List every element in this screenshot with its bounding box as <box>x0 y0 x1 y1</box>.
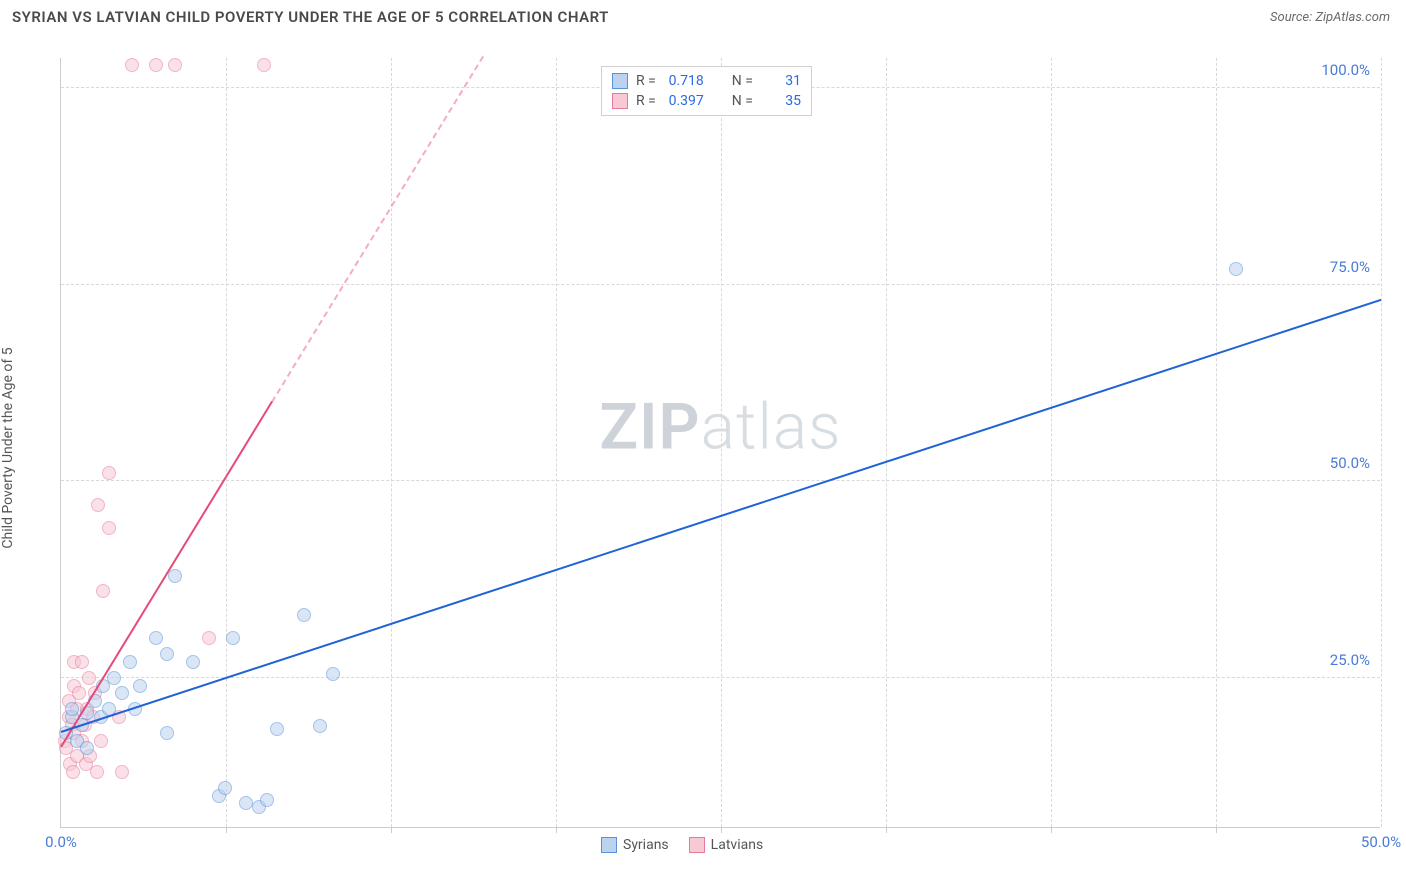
legend-label-latvians: Latvians <box>711 837 764 853</box>
data-point-latvians <box>125 58 139 72</box>
data-point-syrians <box>260 793 274 807</box>
data-point-syrians <box>107 671 121 685</box>
chart-container: Child Poverty Under the Age of 5 ZIPatla… <box>12 38 1394 858</box>
data-point-latvians <box>168 58 182 72</box>
grid-v <box>886 58 887 827</box>
stats-legend: R = 0.718 N = 31 R = 0.397 N = 35 <box>601 66 812 116</box>
y-axis-label: Child Poverty Under the Age of 5 <box>0 347 16 548</box>
x-tick-mark <box>886 827 887 833</box>
x-tick-label: 0.0% <box>45 833 77 851</box>
y-tick-label: 100.0% <box>1321 61 1370 79</box>
data-point-latvians <box>115 765 129 779</box>
data-point-syrians <box>218 781 232 795</box>
data-point-latvians <box>102 466 116 480</box>
data-point-latvians <box>91 498 105 512</box>
x-tick-mark <box>556 827 557 833</box>
data-point-syrians <box>226 631 240 645</box>
trend-line-dashed <box>271 55 484 402</box>
n-label: N = <box>732 93 753 109</box>
swatch-syrians <box>612 73 628 89</box>
grid-v <box>556 58 557 827</box>
data-point-syrians <box>297 608 311 622</box>
legend-label-syrians: Syrians <box>623 837 669 853</box>
chart-title: SYRIAN VS LATVIAN CHILD POVERTY UNDER TH… <box>12 8 609 26</box>
grid-v <box>1381 58 1382 827</box>
grid-v <box>1051 58 1052 827</box>
source-link[interactable]: ZipAtlas.com <box>1315 10 1390 25</box>
x-tick-mark <box>721 827 722 833</box>
x-tick-mark <box>391 827 392 833</box>
data-point-latvians <box>66 765 80 779</box>
y-tick-label: 25.0% <box>1330 651 1370 669</box>
grid-v <box>391 58 392 827</box>
source-attribution: Source: ZipAtlas.com <box>1270 10 1390 25</box>
data-point-latvians <box>202 631 216 645</box>
data-point-syrians <box>160 726 174 740</box>
swatch-latvians <box>612 93 628 109</box>
n-value-syrians: 31 <box>761 73 801 89</box>
grid-v <box>721 58 722 827</box>
data-point-syrians <box>133 679 147 693</box>
x-tick-mark <box>226 827 227 833</box>
stats-row-latvians: R = 0.397 N = 35 <box>612 91 801 111</box>
data-point-latvians <box>96 584 110 598</box>
data-point-latvians <box>149 58 163 72</box>
data-point-syrians <box>80 741 94 755</box>
x-tick-mark <box>1051 827 1052 833</box>
data-point-syrians <box>160 647 174 661</box>
data-point-latvians <box>72 686 86 700</box>
r-value-latvians: 0.397 <box>664 93 704 109</box>
r-value-syrians: 0.718 <box>664 73 704 89</box>
r-label: R = <box>636 93 656 109</box>
data-point-syrians <box>270 722 284 736</box>
data-point-latvians <box>75 655 89 669</box>
grid-v <box>226 58 227 827</box>
source-label: Source: <box>1270 10 1312 25</box>
data-point-latvians <box>102 521 116 535</box>
data-point-syrians <box>1229 262 1243 276</box>
y-tick-label: 75.0% <box>1330 258 1370 276</box>
data-point-syrians <box>65 702 79 716</box>
stats-row-syrians: R = 0.718 N = 31 <box>612 71 801 91</box>
data-point-latvians <box>82 671 96 685</box>
swatch-latvians <box>689 837 705 853</box>
r-label: R = <box>636 73 656 89</box>
n-value-latvians: 35 <box>761 93 801 109</box>
n-label: N = <box>732 73 753 89</box>
swatch-syrians <box>601 837 617 853</box>
data-point-syrians <box>123 655 137 669</box>
data-point-latvians <box>90 765 104 779</box>
data-point-latvians <box>257 58 271 72</box>
x-tick-label: 50.0% <box>1361 833 1401 851</box>
grid-v <box>1216 58 1217 827</box>
plot-area: ZIPatlas 25.0%50.0%75.0%100.0%0.0%50.0%R… <box>60 58 1380 828</box>
data-point-latvians <box>94 734 108 748</box>
y-tick-label: 50.0% <box>1330 454 1370 472</box>
data-point-syrians <box>239 796 253 810</box>
x-tick-mark <box>1216 827 1217 833</box>
data-point-syrians <box>115 686 129 700</box>
chart-header: SYRIAN VS LATVIAN CHILD POVERTY UNDER TH… <box>0 0 1406 30</box>
legend-item-latvians: Latvians <box>689 837 764 853</box>
series-legend: Syrians Latvians <box>601 837 763 853</box>
data-point-syrians <box>313 719 327 733</box>
data-point-syrians <box>186 655 200 669</box>
data-point-syrians <box>326 667 340 681</box>
legend-item-syrians: Syrians <box>601 837 669 853</box>
data-point-syrians <box>149 631 163 645</box>
watermark-bold: ZIP <box>599 390 700 465</box>
